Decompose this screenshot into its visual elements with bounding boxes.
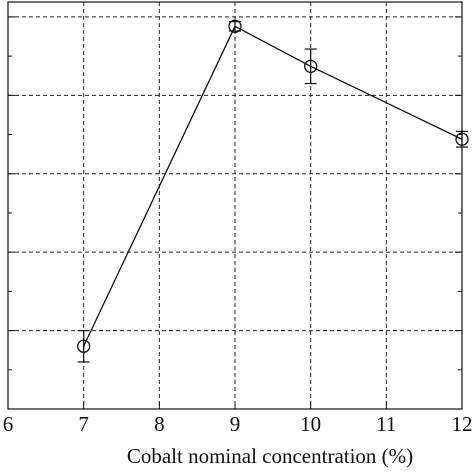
x-tick-label: 10 [300,412,321,436]
marker [228,19,242,33]
line [83,25,463,347]
marker [304,59,318,73]
x-tick-label: 11 [376,412,396,436]
x-tick-label: 6 [3,412,14,436]
x-tick-label: 8 [154,412,165,436]
plot-frame [7,1,463,410]
x-tick-label: 12 [452,412,473,436]
x-tick-label: 9 [230,412,241,436]
x-axis-label: Cobalt nominal concentration (%) [127,444,413,468]
marker [455,132,469,146]
marker [77,339,91,353]
x-tick-label: 7 [78,412,89,436]
